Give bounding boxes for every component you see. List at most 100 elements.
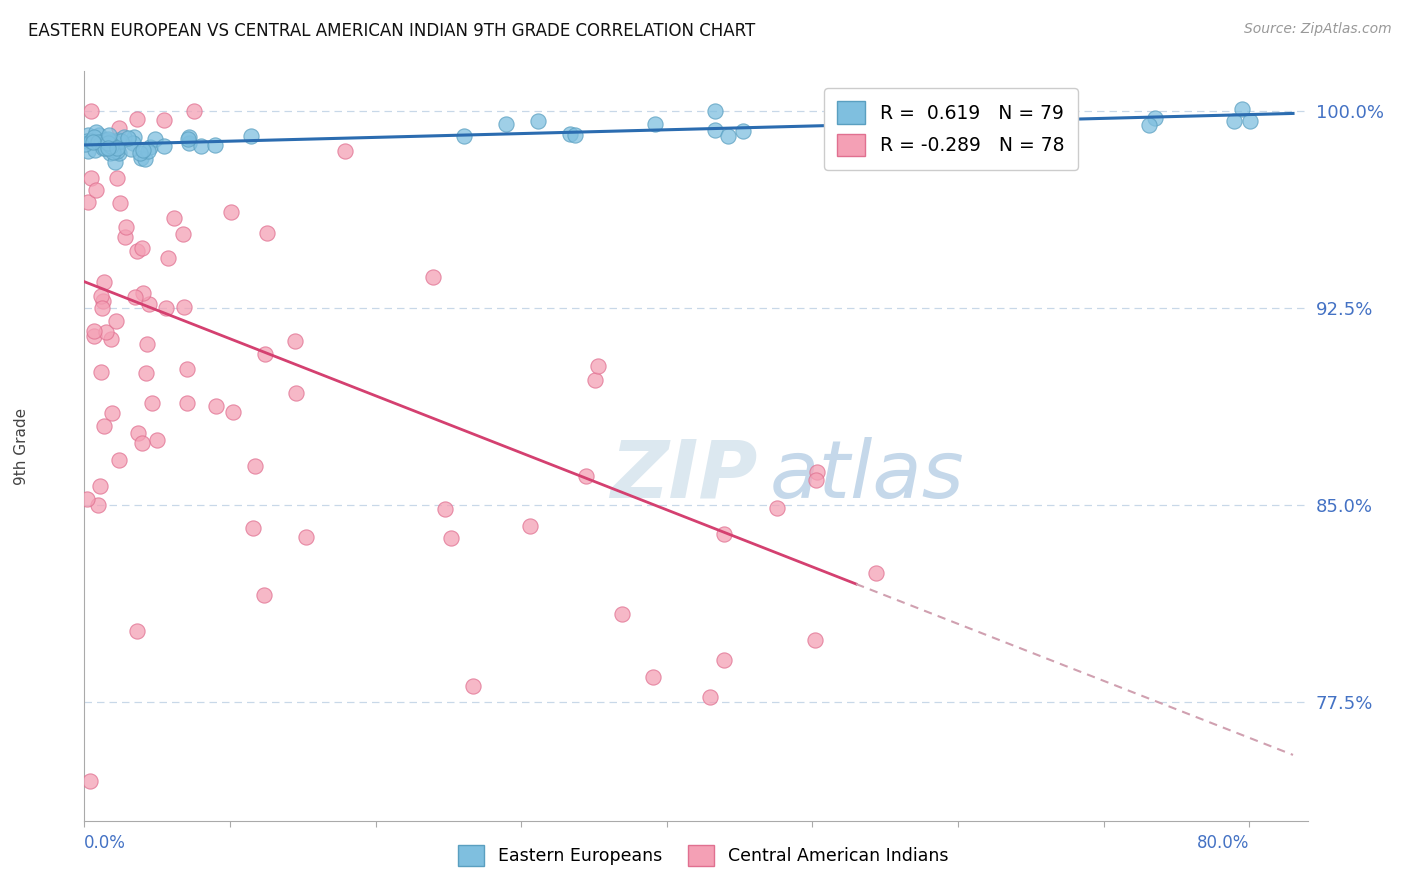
Text: 0.0%: 0.0% [84,834,127,852]
Point [138,297,160,311]
Point [804,473,827,487]
Point [527,113,550,128]
Point [806,465,828,479]
Point [105,314,128,328]
Point [115,220,138,235]
Point [94,140,117,154]
Point [564,128,586,142]
Point [93,275,115,289]
Point [243,459,266,474]
Point [156,251,179,265]
Point [132,143,155,157]
Point [104,136,127,150]
Point [256,226,278,240]
Point [87,135,110,149]
Point [1239,113,1261,128]
Point [703,123,725,137]
Point [176,396,198,410]
Point [135,366,157,380]
Point [110,134,132,148]
Point [122,129,145,144]
Point [1230,102,1253,116]
Point [90,301,112,315]
Point [93,140,115,154]
Point [145,132,167,146]
Point [453,129,475,144]
Point [433,502,456,516]
Point [98,146,121,161]
Text: 9th Grade: 9th Grade [14,408,30,484]
Point [82,135,104,149]
Point [101,145,124,159]
Point [284,334,307,348]
Point [716,129,738,144]
Point [83,325,105,339]
Point [1222,114,1244,128]
Point [79,134,101,148]
Point [163,211,186,226]
Point [146,433,169,447]
Point [108,121,131,136]
Point [93,133,115,147]
Legend: R =  0.619   N = 79, R = -0.289   N = 78: R = 0.619 N = 79, R = -0.289 N = 78 [824,88,1078,169]
Point [77,195,100,210]
Point [284,385,307,400]
Point [105,141,128,155]
Point [205,399,228,413]
Point [101,406,124,420]
Point [90,365,112,379]
Point [803,633,825,648]
Point [1031,112,1053,126]
Point [574,469,596,483]
Point [177,132,200,146]
Point [254,347,277,361]
Point [733,123,755,137]
Point [139,139,162,153]
Point [75,136,97,151]
Point [766,501,789,516]
Point [713,653,735,667]
Point [179,130,201,145]
Point [87,499,110,513]
Point [104,154,127,169]
Point [1143,112,1166,126]
Point [89,128,111,143]
Text: 80.0%: 80.0% [1197,834,1250,852]
Point [80,103,103,118]
Point [121,136,143,151]
Point [837,122,859,136]
Point [136,145,159,159]
Point [125,624,148,638]
Point [703,103,725,118]
Point [644,117,666,131]
Point [1137,119,1160,133]
Point [83,329,105,343]
Point [219,204,242,219]
Point [179,136,201,150]
Point [93,418,115,433]
Point [935,113,957,128]
Point [183,103,205,118]
Point [90,136,112,150]
Point [105,145,128,159]
Point [100,136,122,151]
Point [76,144,98,158]
Point [76,134,98,148]
Point [461,679,484,693]
Point [87,136,110,150]
Point [84,125,107,139]
Point [105,171,128,186]
Point [848,123,870,137]
Point [97,128,120,143]
Point [110,196,132,211]
Point [222,404,245,418]
Point [107,133,129,147]
Point [583,373,606,387]
Point [519,518,541,533]
Point [242,521,264,535]
Point [879,124,901,138]
Point [830,107,852,121]
Point [155,301,177,316]
Point [79,774,101,789]
Point [83,143,105,157]
